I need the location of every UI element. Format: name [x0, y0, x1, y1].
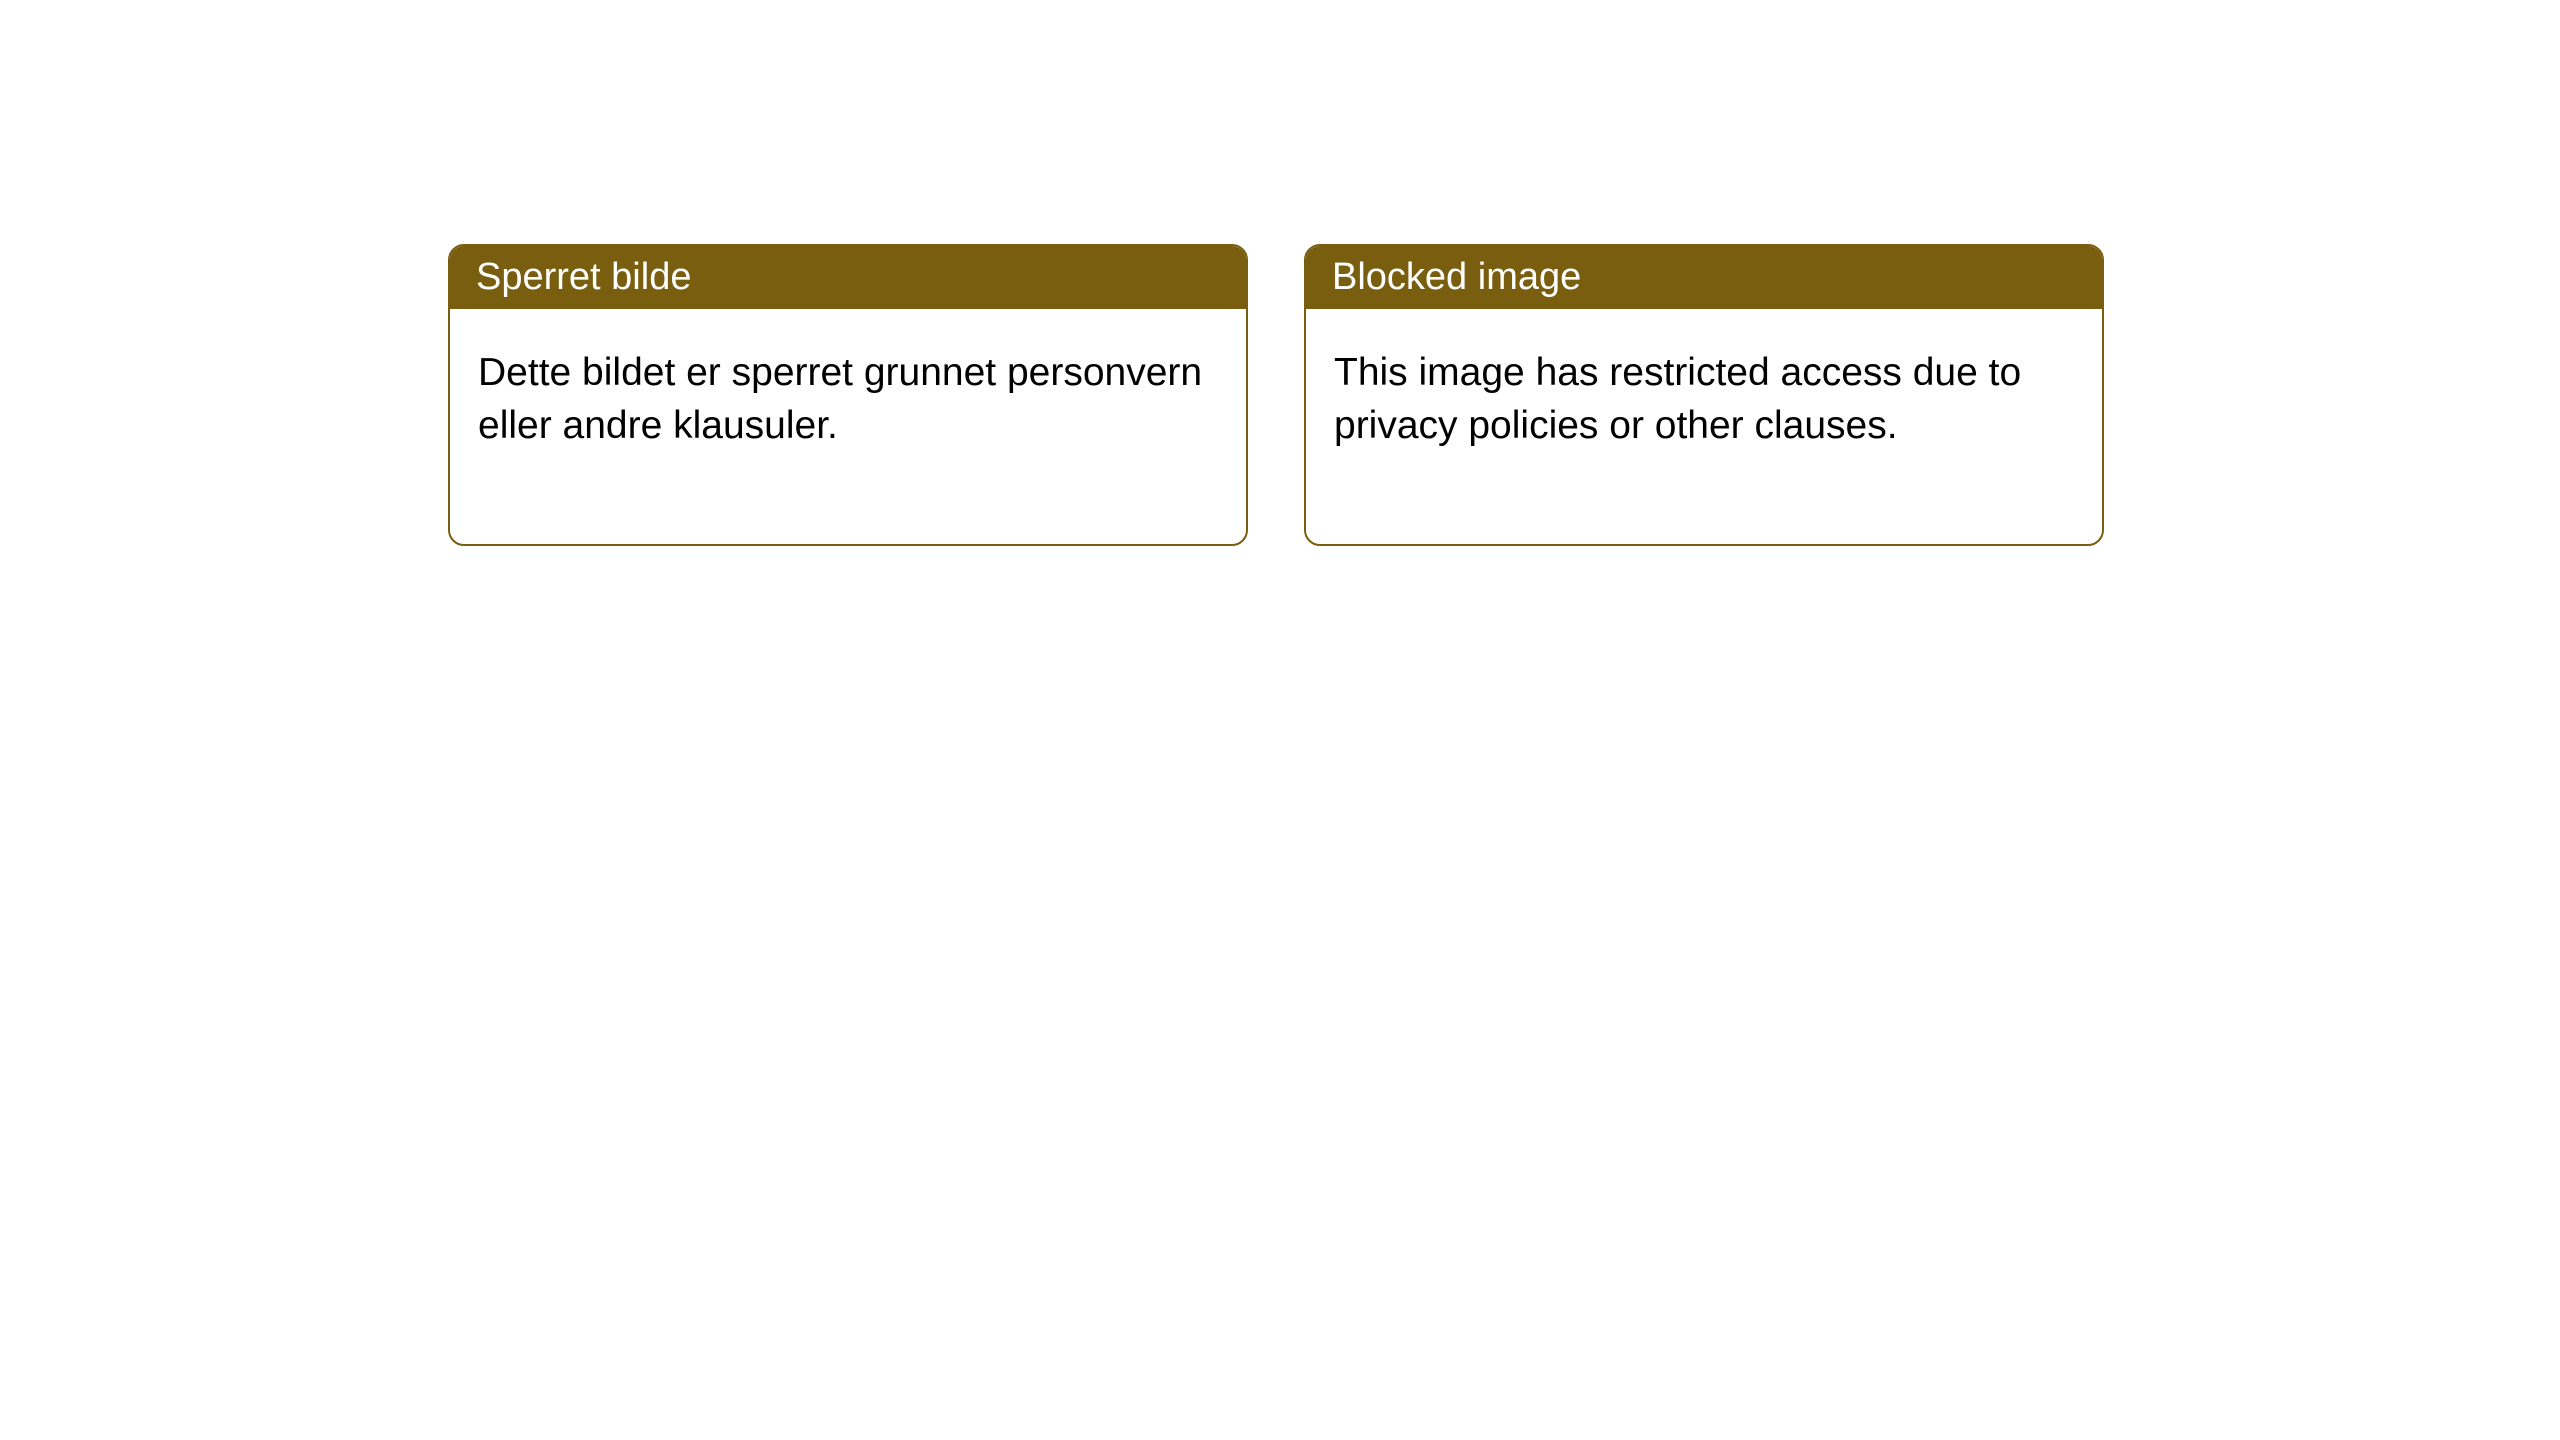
notice-body-english: This image has restricted access due to …	[1306, 309, 2102, 544]
notice-text-norwegian: Dette bildet er sperret grunnet personve…	[478, 351, 1202, 447]
notice-box-english: Blocked image This image has restricted …	[1304, 244, 2104, 546]
notice-body-norwegian: Dette bildet er sperret grunnet personve…	[450, 309, 1246, 544]
notice-title-english: Blocked image	[1332, 256, 1581, 298]
notice-header-english: Blocked image	[1306, 246, 2102, 309]
notice-container: Sperret bilde Dette bildet er sperret gr…	[448, 244, 2104, 546]
notice-text-english: This image has restricted access due to …	[1334, 351, 2021, 447]
notice-header-norwegian: Sperret bilde	[450, 246, 1246, 309]
notice-box-norwegian: Sperret bilde Dette bildet er sperret gr…	[448, 244, 1248, 546]
notice-title-norwegian: Sperret bilde	[476, 256, 691, 298]
